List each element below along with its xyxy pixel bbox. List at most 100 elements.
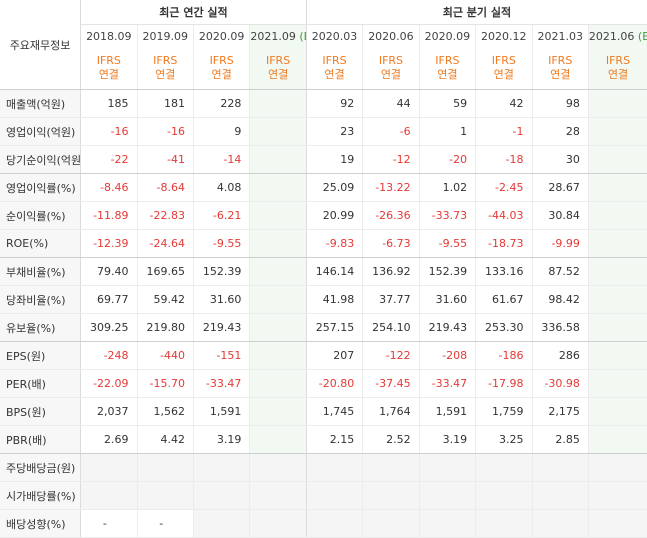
value-cell: -24.64 [136,229,194,258]
value-cell: -151 [192,341,250,370]
value-cell: 4.42 [136,425,194,454]
value-cell [475,453,532,482]
value-cell [136,453,194,482]
value-cell: 20.99 [305,201,363,230]
value-cell [249,201,307,230]
value-cell [249,145,307,174]
value-cell: 253.30 [475,313,532,342]
value-cell: 207 [305,341,363,370]
table-row: 당기순이익(억원) -22 -41 -14 19 -12 -20 -18 30 [0,145,647,174]
value-cell [587,397,647,426]
value-cell [587,201,647,230]
table-row: BPS(원) 2,037 1,562 1,591 1,745 1,764 1,591 1,75… [0,397,647,426]
consolidated-label: 연결 [437,68,458,81]
value-cell: -44.03 [475,201,532,230]
quarterly-results-title: 최근 분기 실적 [305,0,647,25]
value-cell: -33.73 [418,201,476,230]
period-header: 2021.09 (E) [249,24,307,47]
value-cell: -9.55 [192,229,250,258]
accounting-standard-header: IFRS 연결 [531,47,589,90]
row-label: 영업이익(억원) [0,117,82,146]
value-cell: 31.60 [418,285,476,314]
value-cell [249,481,307,510]
value-cell [587,285,647,314]
value-cell [475,481,532,510]
value-cell [249,313,307,342]
value-cell: -37.45 [362,369,420,398]
row-label: 주당배당금(원) [0,453,82,482]
value-cell [249,173,307,202]
value-cell: 1,764 [362,397,420,426]
value-cell [531,453,589,482]
consolidated-label: 연결 [493,68,514,81]
value-cell [305,481,363,510]
accounting-standard-header: IFRS 연결 [587,47,647,90]
table-row: 순이익률(%) -11.89 -22.83 -6.21 20.99 -26.36 -33.7… [0,201,647,230]
value-cell: 152.39 [192,257,250,286]
value-cell: -9.83 [305,229,363,258]
value-cell: -12.39 [80,229,138,258]
row-label: PBR(배) [0,425,82,454]
table-row: 유보율(%) 309.25 219.80 219.43 257.15 254.10 219.… [0,313,647,342]
value-cell: 254.10 [362,313,420,342]
value-cell: 136.92 [362,257,420,286]
row-label: 영업이익률(%) [0,173,82,202]
value-cell [305,509,363,538]
value-cell: 41.98 [305,285,363,314]
value-cell: 169.65 [136,257,194,286]
consolidated-label: 연결 [98,68,119,81]
value-cell: - [80,509,138,538]
accounting-standard-header: IFRS 연결 [249,47,307,90]
value-cell: -16 [136,117,194,146]
value-cell [249,229,307,258]
accounting-standard-header: IFRS 연결 [192,47,250,90]
value-cell: -6 [362,117,420,146]
value-cell: 98.42 [531,285,589,314]
value-cell: 79.40 [80,257,138,286]
ifrs-label: IFRS [548,54,573,67]
period-label: 2020.06 [368,29,414,43]
estimate-marker: (E) [299,29,306,43]
value-cell: -186 [475,341,532,370]
period-label: 2020.09 [198,29,245,43]
value-cell: 87.52 [531,257,589,286]
value-cell: -33.47 [418,369,476,398]
ifrs-label: IFRS [322,54,347,67]
period-header: 2020.12 [475,24,532,47]
value-cell: -41 [136,145,194,174]
value-cell: 2.69 [80,425,138,454]
value-cell [587,341,647,370]
table-row: 시가배당률(%) [0,481,647,510]
value-cell: 181 [136,89,194,118]
period-label: 2021.09 [250,29,296,43]
table-row: 매출액(억원) 185 181 228 92 44 59 42 98 [0,89,647,118]
value-cell: -22.09 [80,369,138,398]
value-cell: 1,745 [305,397,363,426]
value-cell: -440 [136,341,194,370]
period-label: 2020.12 [481,29,527,43]
value-cell [531,509,589,538]
value-cell: 19 [305,145,363,174]
value-cell [475,509,532,538]
consolidated-label: 연결 [380,68,402,81]
value-cell: 152.39 [418,257,476,286]
value-cell: 1,591 [192,397,250,426]
value-cell: -18 [475,145,532,174]
value-cell [362,509,420,538]
period-label: 2020.03 [311,29,358,43]
table-row: 영업이익(억원) -16 -16 9 23 -6 1 -1 28 [0,117,647,146]
value-cell: 2,037 [80,397,138,426]
value-cell [587,369,647,398]
value-cell [418,481,476,510]
period-header: 2021.06 (E) [587,24,647,47]
value-cell: -11.89 [80,201,138,230]
row-label: 시가배당률(%) [0,481,82,510]
value-cell: -20 [418,145,476,174]
consolidated-label: 연결 [607,68,629,81]
ifrs-label: IFRS [209,54,234,67]
value-cell [249,285,307,314]
value-cell [249,509,307,538]
consolidated-label: 연결 [550,68,571,81]
value-cell [587,425,647,454]
value-cell: 3.19 [418,425,476,454]
